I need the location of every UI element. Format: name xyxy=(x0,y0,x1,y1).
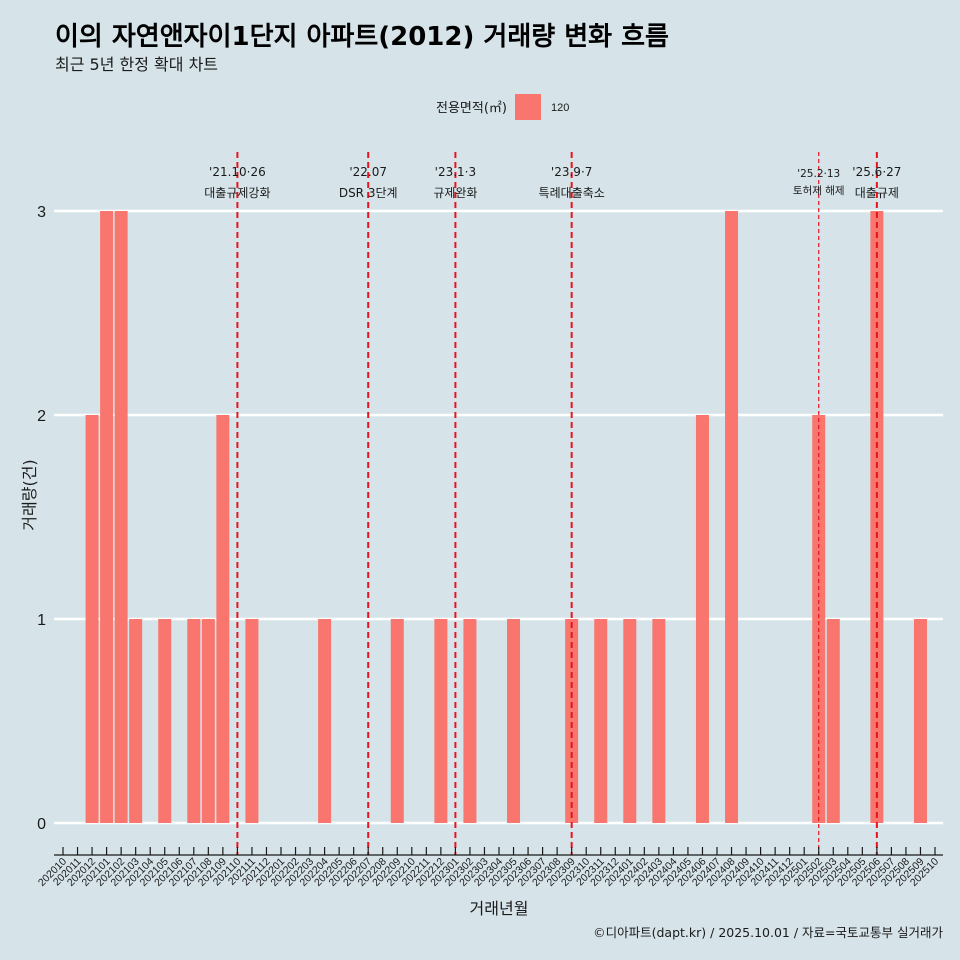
event-name-label: 대출규제강화 xyxy=(204,186,270,200)
bar xyxy=(390,619,404,823)
event-date-label: '23.1·3 xyxy=(435,165,476,179)
y-tick-label: 2 xyxy=(37,408,46,425)
event-name-label: 토허제 해제 xyxy=(793,184,845,197)
y-axis-title: 거래량(건) xyxy=(20,459,39,530)
bar xyxy=(725,211,739,823)
gridlines xyxy=(54,209,943,825)
bar xyxy=(463,619,477,823)
bar xyxy=(826,619,840,823)
event-name-label: 대출규제 xyxy=(855,186,899,200)
bar xyxy=(158,619,172,823)
bar xyxy=(507,619,521,823)
x-axis xyxy=(54,847,943,856)
bar xyxy=(114,211,128,823)
chart-title: 이의 자연앤자이1단지 아파트(2012) 거래량 변화 흐름 xyxy=(55,22,669,52)
bar xyxy=(187,619,201,823)
bar xyxy=(318,619,332,823)
event-name-label: DSR 3단계 xyxy=(339,186,398,200)
bar xyxy=(100,211,114,823)
y-axis-labels: 0 1 2 3 xyxy=(37,204,46,833)
legend-swatch xyxy=(515,94,541,120)
bar xyxy=(201,619,215,823)
event-date-label: '22.07 xyxy=(349,165,387,179)
event-annotations: '21.10·26 대출규제강화 '22.07 DSR 3단계 '23.1·3 규제완화 '… xyxy=(204,165,901,200)
bar xyxy=(129,619,143,823)
bar xyxy=(913,619,927,823)
y-tick-label: 0 xyxy=(37,816,46,833)
x-axis-title: 거래년월 xyxy=(470,899,529,918)
bar xyxy=(695,415,709,823)
legend-title: 전용면적(㎡) xyxy=(436,101,507,116)
bar xyxy=(565,619,579,823)
event-date-label: '25.2·13 xyxy=(797,168,840,180)
bar xyxy=(652,619,666,823)
bar xyxy=(623,619,637,823)
legend: 전용면적(㎡) 120 xyxy=(436,94,569,120)
y-tick-label: 1 xyxy=(37,612,46,629)
event-date-label: '25.6·27 xyxy=(852,165,901,179)
bar xyxy=(434,619,448,823)
bar xyxy=(216,415,230,823)
event-date-label: '21.10·26 xyxy=(209,165,266,179)
event-name-label: 특례대출축소 xyxy=(539,186,605,200)
bar xyxy=(812,415,826,823)
caption: ©디아파트(dapt.kr) / 2025.10.01 / 자료=국토교통부 실… xyxy=(593,925,943,940)
event-date-label: '23.9·7 xyxy=(551,165,592,179)
legend-label: 120 xyxy=(551,102,569,114)
bar xyxy=(594,619,608,823)
bar xyxy=(245,619,259,823)
event-lines xyxy=(236,152,878,855)
event-name-label: 규제완화 xyxy=(433,186,477,200)
chart-subtitle: 최근 5년 한정 확대 차트 xyxy=(55,55,218,74)
bars xyxy=(85,211,927,823)
bar xyxy=(85,415,99,823)
y-tick-label: 3 xyxy=(37,204,46,221)
